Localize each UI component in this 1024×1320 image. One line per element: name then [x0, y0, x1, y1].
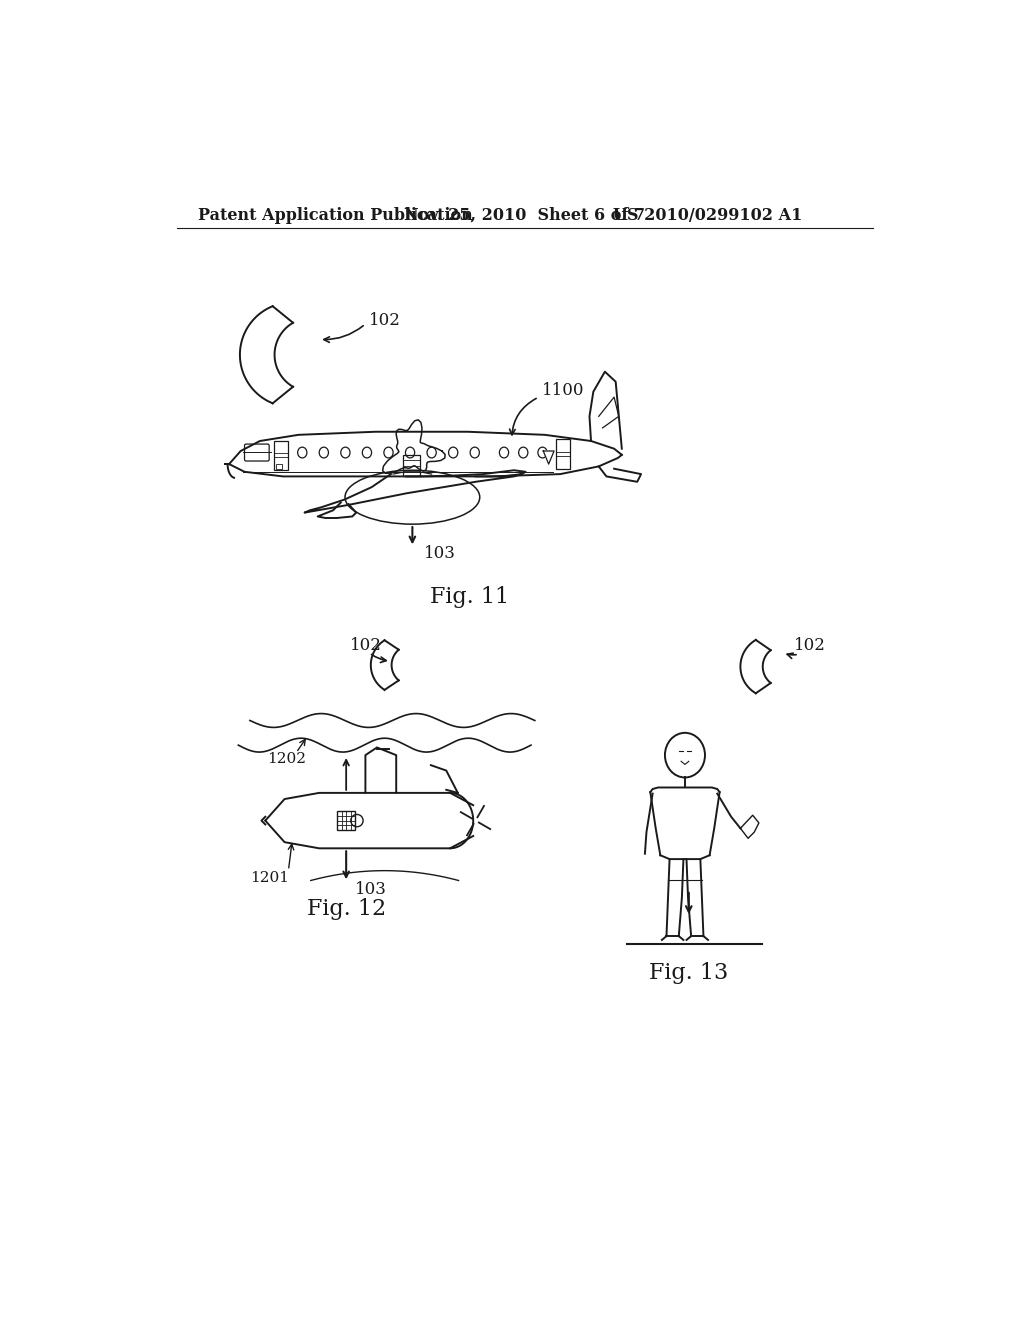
Text: 102: 102	[350, 636, 382, 653]
Text: 1202: 1202	[267, 752, 306, 766]
Text: Patent Application Publication: Patent Application Publication	[199, 207, 473, 224]
Text: 1201: 1201	[250, 871, 289, 886]
Text: Fig. 12: Fig. 12	[306, 898, 386, 920]
Text: Fig. 11: Fig. 11	[430, 586, 509, 609]
Bar	[273, 453, 288, 457]
Bar	[337, 812, 355, 830]
Polygon shape	[544, 451, 554, 465]
Bar	[273, 441, 288, 470]
Text: 1100: 1100	[542, 383, 585, 400]
Text: US 2010/0299102 A1: US 2010/0299102 A1	[612, 207, 802, 224]
Text: Nov. 25, 2010  Sheet 6 of 7: Nov. 25, 2010 Sheet 6 of 7	[403, 207, 645, 224]
Text: Fig. 13: Fig. 13	[649, 962, 728, 983]
Bar	[556, 451, 570, 455]
Text: 102: 102	[795, 636, 826, 653]
Bar	[556, 440, 570, 469]
Text: 103: 103	[355, 882, 387, 899]
Text: 102: 102	[370, 312, 401, 329]
Bar	[403, 455, 420, 477]
Text: 103: 103	[424, 545, 456, 562]
Bar	[276, 465, 283, 469]
